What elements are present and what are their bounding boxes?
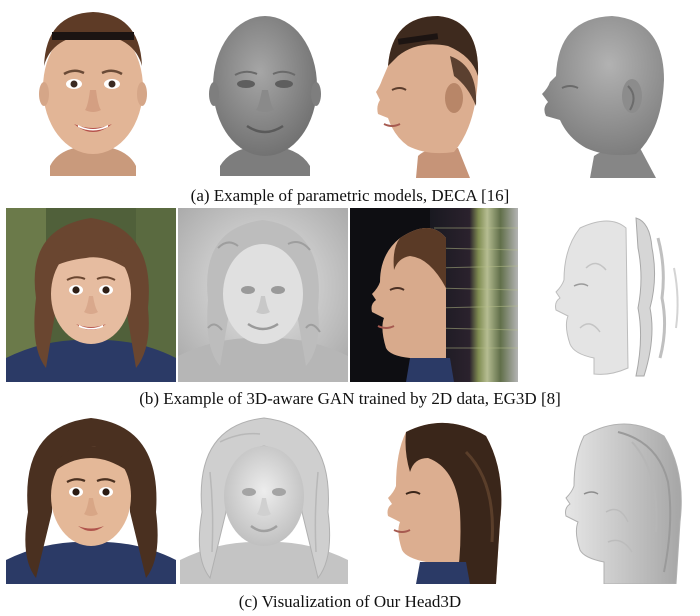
caption-row-c: (c) Visualization of Our Head3D — [238, 592, 462, 611]
deca-mesh-side-image — [528, 6, 674, 178]
deca-textured-side-image — [358, 6, 488, 178]
caption-row-a: (a) Example of parametric models, DECA [… — [190, 186, 510, 205]
head3d-render-side-image — [366, 412, 516, 584]
deca-textured-front-image — [30, 6, 156, 176]
eg3d-mesh-relief-front-image — [178, 208, 348, 382]
row-a — [0, 0, 700, 204]
row-c — [0, 412, 700, 588]
caption-row-b: (b) Example of 3D-aware GAN trained by 2… — [139, 389, 561, 408]
eg3d-photo-front-image — [6, 208, 176, 382]
eg3d-render-side-image — [350, 208, 518, 382]
head3d-mesh-front-image — [180, 412, 348, 584]
eg3d-mesh-side-image — [540, 208, 696, 382]
head3d-photo-front-image — [6, 412, 176, 584]
head3d-mesh-side-image — [548, 412, 694, 584]
deca-mesh-front-image — [202, 6, 328, 176]
row-b — [0, 208, 700, 388]
